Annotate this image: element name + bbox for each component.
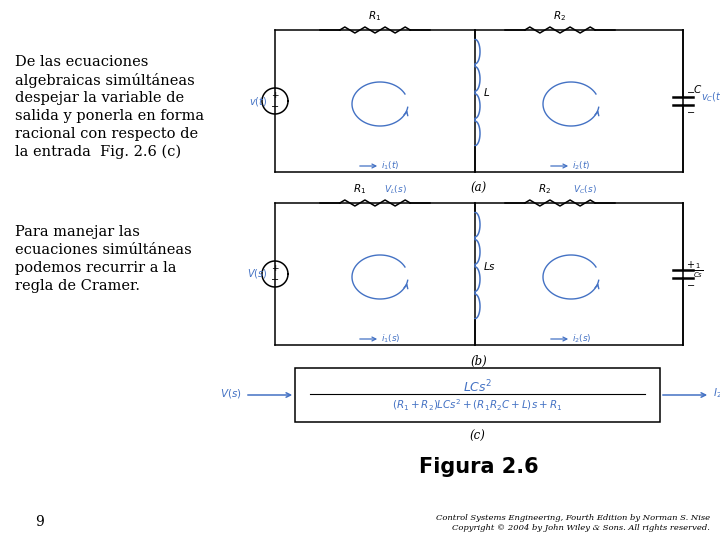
Text: (a): (a) <box>471 182 487 195</box>
Text: −: − <box>271 275 279 285</box>
Text: 9: 9 <box>35 515 45 529</box>
Text: $-$: $-$ <box>686 106 695 116</box>
Text: (b): (b) <box>471 355 487 368</box>
Text: $R_1$: $R_1$ <box>354 182 366 196</box>
Text: +: + <box>271 91 279 100</box>
Text: Para manejar las: Para manejar las <box>15 225 140 239</box>
Text: despejar la variable de: despejar la variable de <box>15 91 184 105</box>
Bar <box>295 368 660 422</box>
Text: Copyright © 2004 by John Wiley & Sons. All rights reserved.: Copyright © 2004 by John Wiley & Sons. A… <box>452 524 710 532</box>
Text: la entrada  Fig. 2.6 (c): la entrada Fig. 2.6 (c) <box>15 145 181 159</box>
Text: algebraicas simúltáneas: algebraicas simúltáneas <box>15 73 194 88</box>
Text: ecuaciones simúltáneas: ecuaciones simúltáneas <box>15 243 192 257</box>
Text: $v_C(t)$: $v_C(t)$ <box>701 90 720 104</box>
Text: salida y ponerla en forma: salida y ponerla en forma <box>15 109 204 123</box>
Text: Figura 2.6: Figura 2.6 <box>419 457 539 477</box>
Text: $(R_1+R_2)LCs^2+(R_1R_2C+L)s+R_1$: $(R_1+R_2)LCs^2+(R_1R_2C+L)s+R_1$ <box>392 397 563 413</box>
Text: −: − <box>271 102 279 112</box>
Text: +: + <box>271 264 279 273</box>
Text: $\frac{1}{Cs}$: $\frac{1}{Cs}$ <box>693 262 703 280</box>
Text: $+$: $+$ <box>686 259 695 269</box>
Text: podemos recurrir a la: podemos recurrir a la <box>15 261 176 275</box>
Text: $V_L(s)$: $V_L(s)$ <box>384 184 406 196</box>
Text: racional con respecto de: racional con respecto de <box>15 127 198 141</box>
Text: $-$: $-$ <box>686 279 695 289</box>
Text: $V(s)$: $V(s)$ <box>246 267 267 280</box>
Text: regla de Cramer.: regla de Cramer. <box>15 279 140 293</box>
Text: $V(s)$: $V(s)$ <box>220 387 242 400</box>
Text: $i_1(s)$: $i_1(s)$ <box>381 333 401 345</box>
Text: Control Systems Engineering, Fourth Edition by Norman S. Nise: Control Systems Engineering, Fourth Edit… <box>436 514 710 522</box>
Text: $Ls$: $Ls$ <box>483 260 496 272</box>
Text: $v(t)$: $v(t)$ <box>248 94 267 107</box>
Text: $R_1$: $R_1$ <box>369 9 382 23</box>
Text: $R_2$: $R_2$ <box>554 9 567 23</box>
Text: $V_C(s)$: $V_C(s)$ <box>573 184 597 196</box>
Text: $R_2$: $R_2$ <box>539 182 552 196</box>
Text: $i_2(s)$: $i_2(s)$ <box>572 333 592 345</box>
Text: $C$: $C$ <box>693 83 702 95</box>
Text: (c): (c) <box>469 430 485 443</box>
Text: $i_2(t)$: $i_2(t)$ <box>572 160 590 172</box>
Text: $I_2(s)$: $I_2(s)$ <box>713 386 720 400</box>
Text: $LCs^2$: $LCs^2$ <box>463 379 492 395</box>
Text: $-$: $-$ <box>686 86 695 96</box>
Text: $L$: $L$ <box>483 86 490 98</box>
Text: $i_1(t)$: $i_1(t)$ <box>381 160 400 172</box>
Text: De las ecuaciones: De las ecuaciones <box>15 55 148 69</box>
